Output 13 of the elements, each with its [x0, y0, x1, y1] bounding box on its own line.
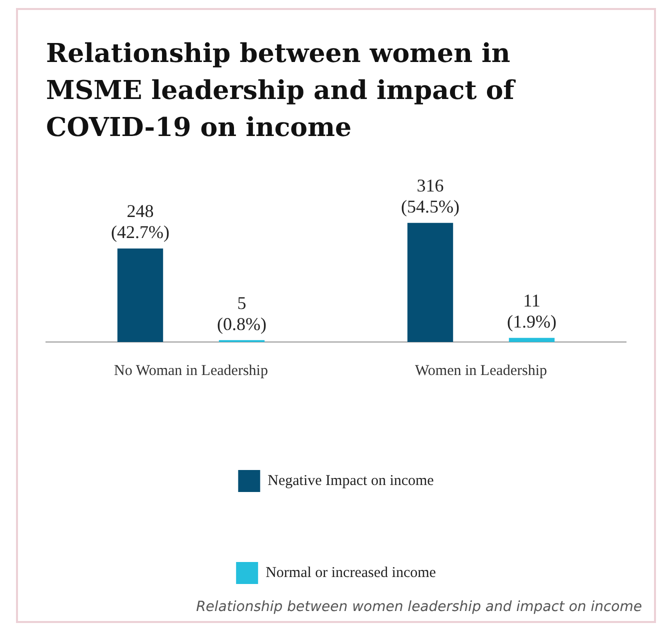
x-tick-label: Women in Leadership	[414, 362, 548, 379]
legend-label: Normal or increased income	[266, 564, 436, 581]
chart-title: Relationship between women in MSME leadership and impact of COVID-19 on income	[46, 38, 517, 145]
x-tick-label: No Woman in Leadership	[114, 362, 268, 379]
bar	[508, 338, 555, 342]
text: Relationship between women leadership and impact on income	[196, 599, 642, 615]
bar	[407, 222, 454, 342]
legend-label: Negative Impact on income	[268, 472, 434, 489]
data-label: 316 (54.5%)	[401, 176, 460, 217]
bar	[117, 248, 164, 342]
data-label: 5 (0.8%)	[217, 292, 266, 334]
data-label: 248 (42.7%)	[111, 201, 170, 242]
data-label: 11 (1.9%)	[507, 290, 556, 332]
